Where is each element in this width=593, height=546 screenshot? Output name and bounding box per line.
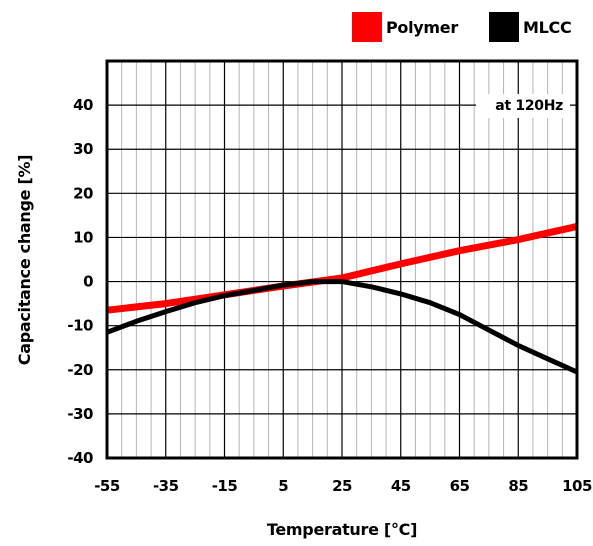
annotation: at 120Hz — [495, 98, 563, 114]
grid — [107, 61, 577, 458]
x-tick-label: 65 — [450, 477, 470, 495]
legend-label-mlcc: MLCC — [523, 18, 571, 37]
x-tick-labels: -55 -35 -15 5 25 45 65 85 105 — [94, 477, 592, 495]
annotation-background — [476, 94, 570, 118]
x-tick-label: -55 — [94, 477, 120, 495]
y-tick-label: 30 — [73, 140, 93, 158]
legend: Polymer MLCC — [352, 12, 572, 42]
y-tick-label: 10 — [73, 228, 93, 246]
x-tick-label: -15 — [212, 477, 238, 495]
x-tick-label: 5 — [278, 477, 288, 495]
legend-label-polymer: Polymer — [386, 18, 458, 37]
x-tick-label: 45 — [391, 477, 411, 495]
series-layer — [106, 222, 579, 375]
y-tick-label: 0 — [83, 273, 93, 291]
x-tick-label: 105 — [562, 477, 592, 495]
legend-swatch-polymer — [352, 12, 382, 42]
y-tick-label: -10 — [67, 317, 93, 335]
x-tick-label: -35 — [153, 477, 179, 495]
y-tick-label: -20 — [67, 361, 93, 379]
y-axis-label: Capacitance change [%] — [15, 155, 34, 366]
y-tick-label: -40 — [67, 449, 93, 467]
y-tick-label: -30 — [67, 405, 93, 423]
y-tick-label: 40 — [73, 96, 93, 114]
y-tick-labels: 40 30 20 10 0 -10 -20 -30 -40 — [67, 96, 93, 467]
y-tick-label: 20 — [73, 184, 93, 202]
x-axis-label: Temperature [°C] — [267, 520, 417, 539]
x-tick-label: 25 — [332, 477, 352, 495]
x-tick-label: 85 — [508, 477, 528, 495]
series-line-mlcc — [106, 279, 579, 375]
plot-frame — [105, 59, 579, 460]
series-line-polymer — [106, 222, 578, 314]
legend-swatch-mlcc — [489, 12, 519, 42]
